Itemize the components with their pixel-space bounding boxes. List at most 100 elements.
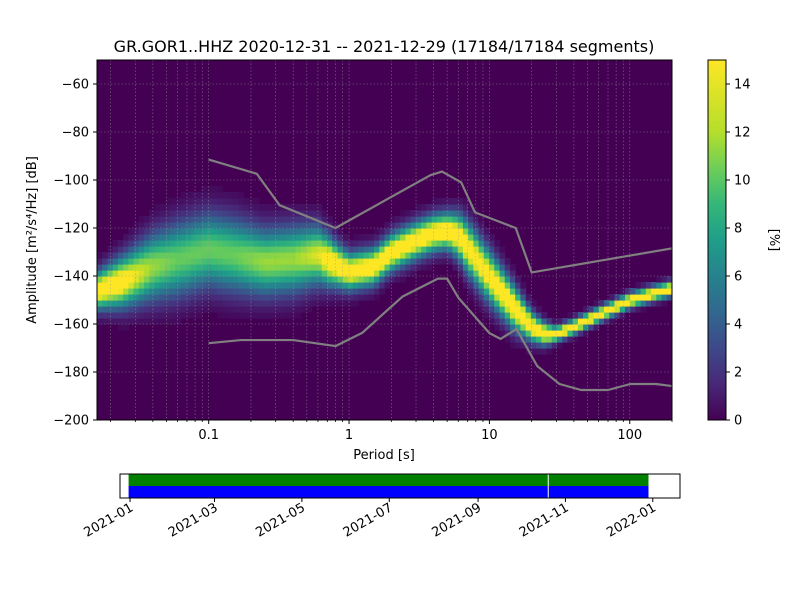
heatmap-cell bbox=[180, 270, 187, 277]
heatmap-cell bbox=[515, 324, 522, 331]
heatmap-cell bbox=[227, 240, 234, 247]
heatmap-cell bbox=[483, 306, 490, 313]
heatmap-cell bbox=[525, 336, 532, 343]
heatmap-cell bbox=[353, 258, 359, 265]
heatmap-cell bbox=[290, 252, 297, 259]
heatmap-cell bbox=[123, 294, 129, 301]
heatmap-cell bbox=[201, 294, 208, 301]
heatmap-cell bbox=[494, 276, 501, 283]
heatmap-cell bbox=[405, 234, 412, 241]
heatmap-cell bbox=[159, 210, 166, 217]
heatmap-cell bbox=[170, 258, 177, 265]
heatmap-cell bbox=[149, 312, 156, 319]
heatmap-cell bbox=[520, 306, 527, 313]
heatmap-cell bbox=[321, 222, 328, 229]
heatmap-cell bbox=[483, 294, 490, 301]
heatmap-cell bbox=[259, 312, 265, 319]
heatmap-cell bbox=[164, 318, 171, 325]
heatmap-cell bbox=[332, 264, 339, 271]
heatmap-cell bbox=[175, 270, 182, 277]
heatmap-cell bbox=[243, 198, 250, 205]
heatmap-cell bbox=[222, 282, 229, 289]
heatmap-cell bbox=[264, 240, 271, 247]
heatmap-cell bbox=[494, 300, 501, 307]
heatmap-cell bbox=[483, 240, 490, 247]
heatmap-cell bbox=[243, 282, 250, 289]
heatmap-cell bbox=[222, 192, 229, 199]
heatmap-cell bbox=[551, 330, 558, 337]
heatmap-cell bbox=[285, 300, 292, 307]
heatmap-cell bbox=[316, 210, 323, 217]
heatmap-cell bbox=[274, 294, 281, 301]
heatmap-cell bbox=[164, 264, 171, 271]
heatmap-cell bbox=[520, 288, 527, 295]
heatmap-cell bbox=[295, 240, 302, 247]
heatmap-cell bbox=[640, 282, 647, 289]
heatmap-cell bbox=[567, 324, 574, 331]
heatmap-cell bbox=[489, 300, 495, 307]
heatmap-cell bbox=[185, 276, 192, 283]
ppsd-plot: 0.1 1 10 100 −60 −80 −100 −120 −140 −160 −180 −200… bbox=[25, 59, 673, 463]
heatmap-cell bbox=[515, 336, 522, 343]
heatmap-cell bbox=[269, 222, 276, 229]
heatmap-cell bbox=[567, 330, 574, 337]
heatmap-cell bbox=[185, 234, 192, 241]
heatmap-cell bbox=[128, 240, 135, 247]
heatmap-cell bbox=[274, 282, 281, 289]
heatmap-cell bbox=[138, 234, 145, 241]
heatmap-cell bbox=[97, 252, 103, 259]
heatmap-cell bbox=[374, 246, 380, 253]
heatmap-cell bbox=[180, 198, 187, 205]
heatmap-cell bbox=[457, 216, 464, 223]
heatmap-cell bbox=[468, 234, 474, 241]
heatmap-cell bbox=[248, 270, 255, 277]
heatmap-cell bbox=[306, 210, 312, 217]
heatmap-cells bbox=[97, 186, 672, 355]
heatmap-cell bbox=[285, 258, 292, 265]
heatmap-cell bbox=[342, 288, 349, 295]
heatmap-cell bbox=[123, 312, 129, 319]
heatmap-cell bbox=[248, 276, 255, 283]
heatmap-cell bbox=[300, 258, 307, 265]
heatmap-cell bbox=[384, 252, 391, 259]
heatmap-cell bbox=[499, 246, 506, 253]
heatmap-cell bbox=[442, 216, 448, 223]
heatmap-cell bbox=[112, 300, 119, 307]
heatmap-cell bbox=[614, 294, 621, 301]
heatmap-cell bbox=[149, 252, 156, 259]
heatmap-cell bbox=[431, 252, 438, 259]
heatmap-cell bbox=[212, 300, 218, 307]
heatmap-cell bbox=[645, 282, 652, 289]
heatmap-cell bbox=[133, 246, 140, 253]
heatmap-cell bbox=[253, 264, 260, 271]
heatmap-cell bbox=[128, 294, 135, 301]
heatmap-cell bbox=[447, 246, 454, 253]
heatmap-cell bbox=[311, 258, 318, 265]
heatmap-cell bbox=[504, 276, 511, 283]
heatmap-cell bbox=[551, 324, 558, 331]
heatmap-cell bbox=[149, 264, 156, 271]
heatmap-cell bbox=[332, 222, 339, 229]
heatmap-cell bbox=[264, 312, 271, 319]
heatmap-cell bbox=[509, 276, 516, 283]
heatmap-cell bbox=[264, 228, 271, 235]
heatmap-cell bbox=[656, 300, 663, 307]
heatmap-cell bbox=[332, 288, 339, 295]
heatmap-cell bbox=[353, 288, 359, 295]
heatmap-cell bbox=[123, 282, 129, 289]
heatmap-cell bbox=[332, 258, 339, 265]
heatmap-cell bbox=[170, 282, 177, 289]
heatmap-cell bbox=[405, 270, 412, 277]
heatmap-cell bbox=[279, 294, 286, 301]
heatmap-cell bbox=[238, 282, 244, 289]
heatmap-cell bbox=[504, 306, 511, 313]
heatmap-cell bbox=[259, 234, 265, 241]
heatmap-cell bbox=[609, 318, 616, 325]
heatmap-cell bbox=[316, 228, 323, 235]
heatmap-cell bbox=[180, 312, 187, 319]
heatmap-cell bbox=[394, 258, 401, 265]
heatmap-cell bbox=[149, 294, 156, 301]
heatmap-cell bbox=[400, 252, 407, 259]
heatmap-cell bbox=[164, 288, 171, 295]
